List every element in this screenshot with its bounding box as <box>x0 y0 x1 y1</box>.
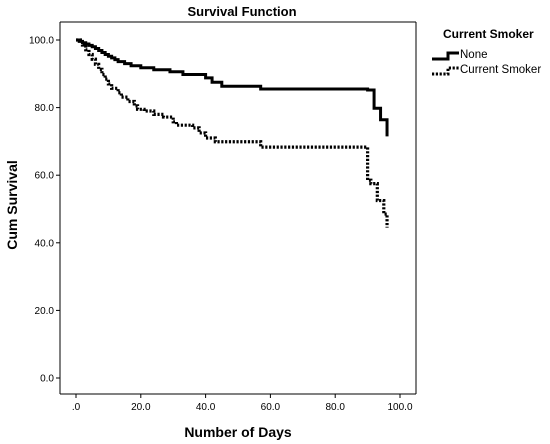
y-tick-label: 60.0 <box>35 171 55 182</box>
x-tick-label: 40.0 <box>196 402 216 413</box>
x-tick-label: .0 <box>72 402 81 413</box>
legend-label: None <box>460 49 488 61</box>
legend-label: Current Smoker <box>460 64 541 76</box>
x-tick-label: 20.0 <box>131 402 151 413</box>
x-tick-label: 80.0 <box>325 402 345 413</box>
legend-items: None Current Smoker <box>432 49 541 76</box>
plot-area <box>59 21 417 395</box>
y-axis-ticks: 0.0 20.0 40.0 60.0 80.0 100.0 <box>29 36 60 385</box>
x-tick-label: 100.0 <box>387 402 412 413</box>
series-line-current-smoker <box>76 38 389 228</box>
y-tick-label: 0.0 <box>40 374 54 385</box>
y-axis-title: Cum Survival <box>4 160 20 249</box>
legend: Current Smoker None Current Smoker <box>432 27 541 76</box>
chart-title: Survival Function <box>187 4 296 19</box>
x-tick-label: 60.0 <box>261 402 281 413</box>
y-tick-label: 20.0 <box>35 306 55 317</box>
legend-title: Current Smoker <box>443 27 534 41</box>
series-lines <box>76 38 389 228</box>
x-axis-title: Number of Days <box>184 424 292 440</box>
y-tick-label: 100.0 <box>29 36 54 47</box>
legend-swatch-none <box>432 51 459 61</box>
y-tick-label: 80.0 <box>35 103 55 114</box>
y-tick-label: 40.0 <box>35 238 55 249</box>
x-axis-ticks: .0 20.0 40.0 60.0 80.0 100.0 <box>72 394 413 413</box>
legend-swatch-current-smoker <box>432 66 459 76</box>
series-line-none <box>76 38 389 137</box>
